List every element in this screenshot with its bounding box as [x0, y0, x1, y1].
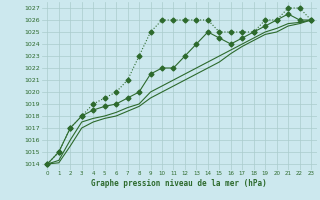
X-axis label: Graphe pression niveau de la mer (hPa): Graphe pression niveau de la mer (hPa) [91, 179, 267, 188]
